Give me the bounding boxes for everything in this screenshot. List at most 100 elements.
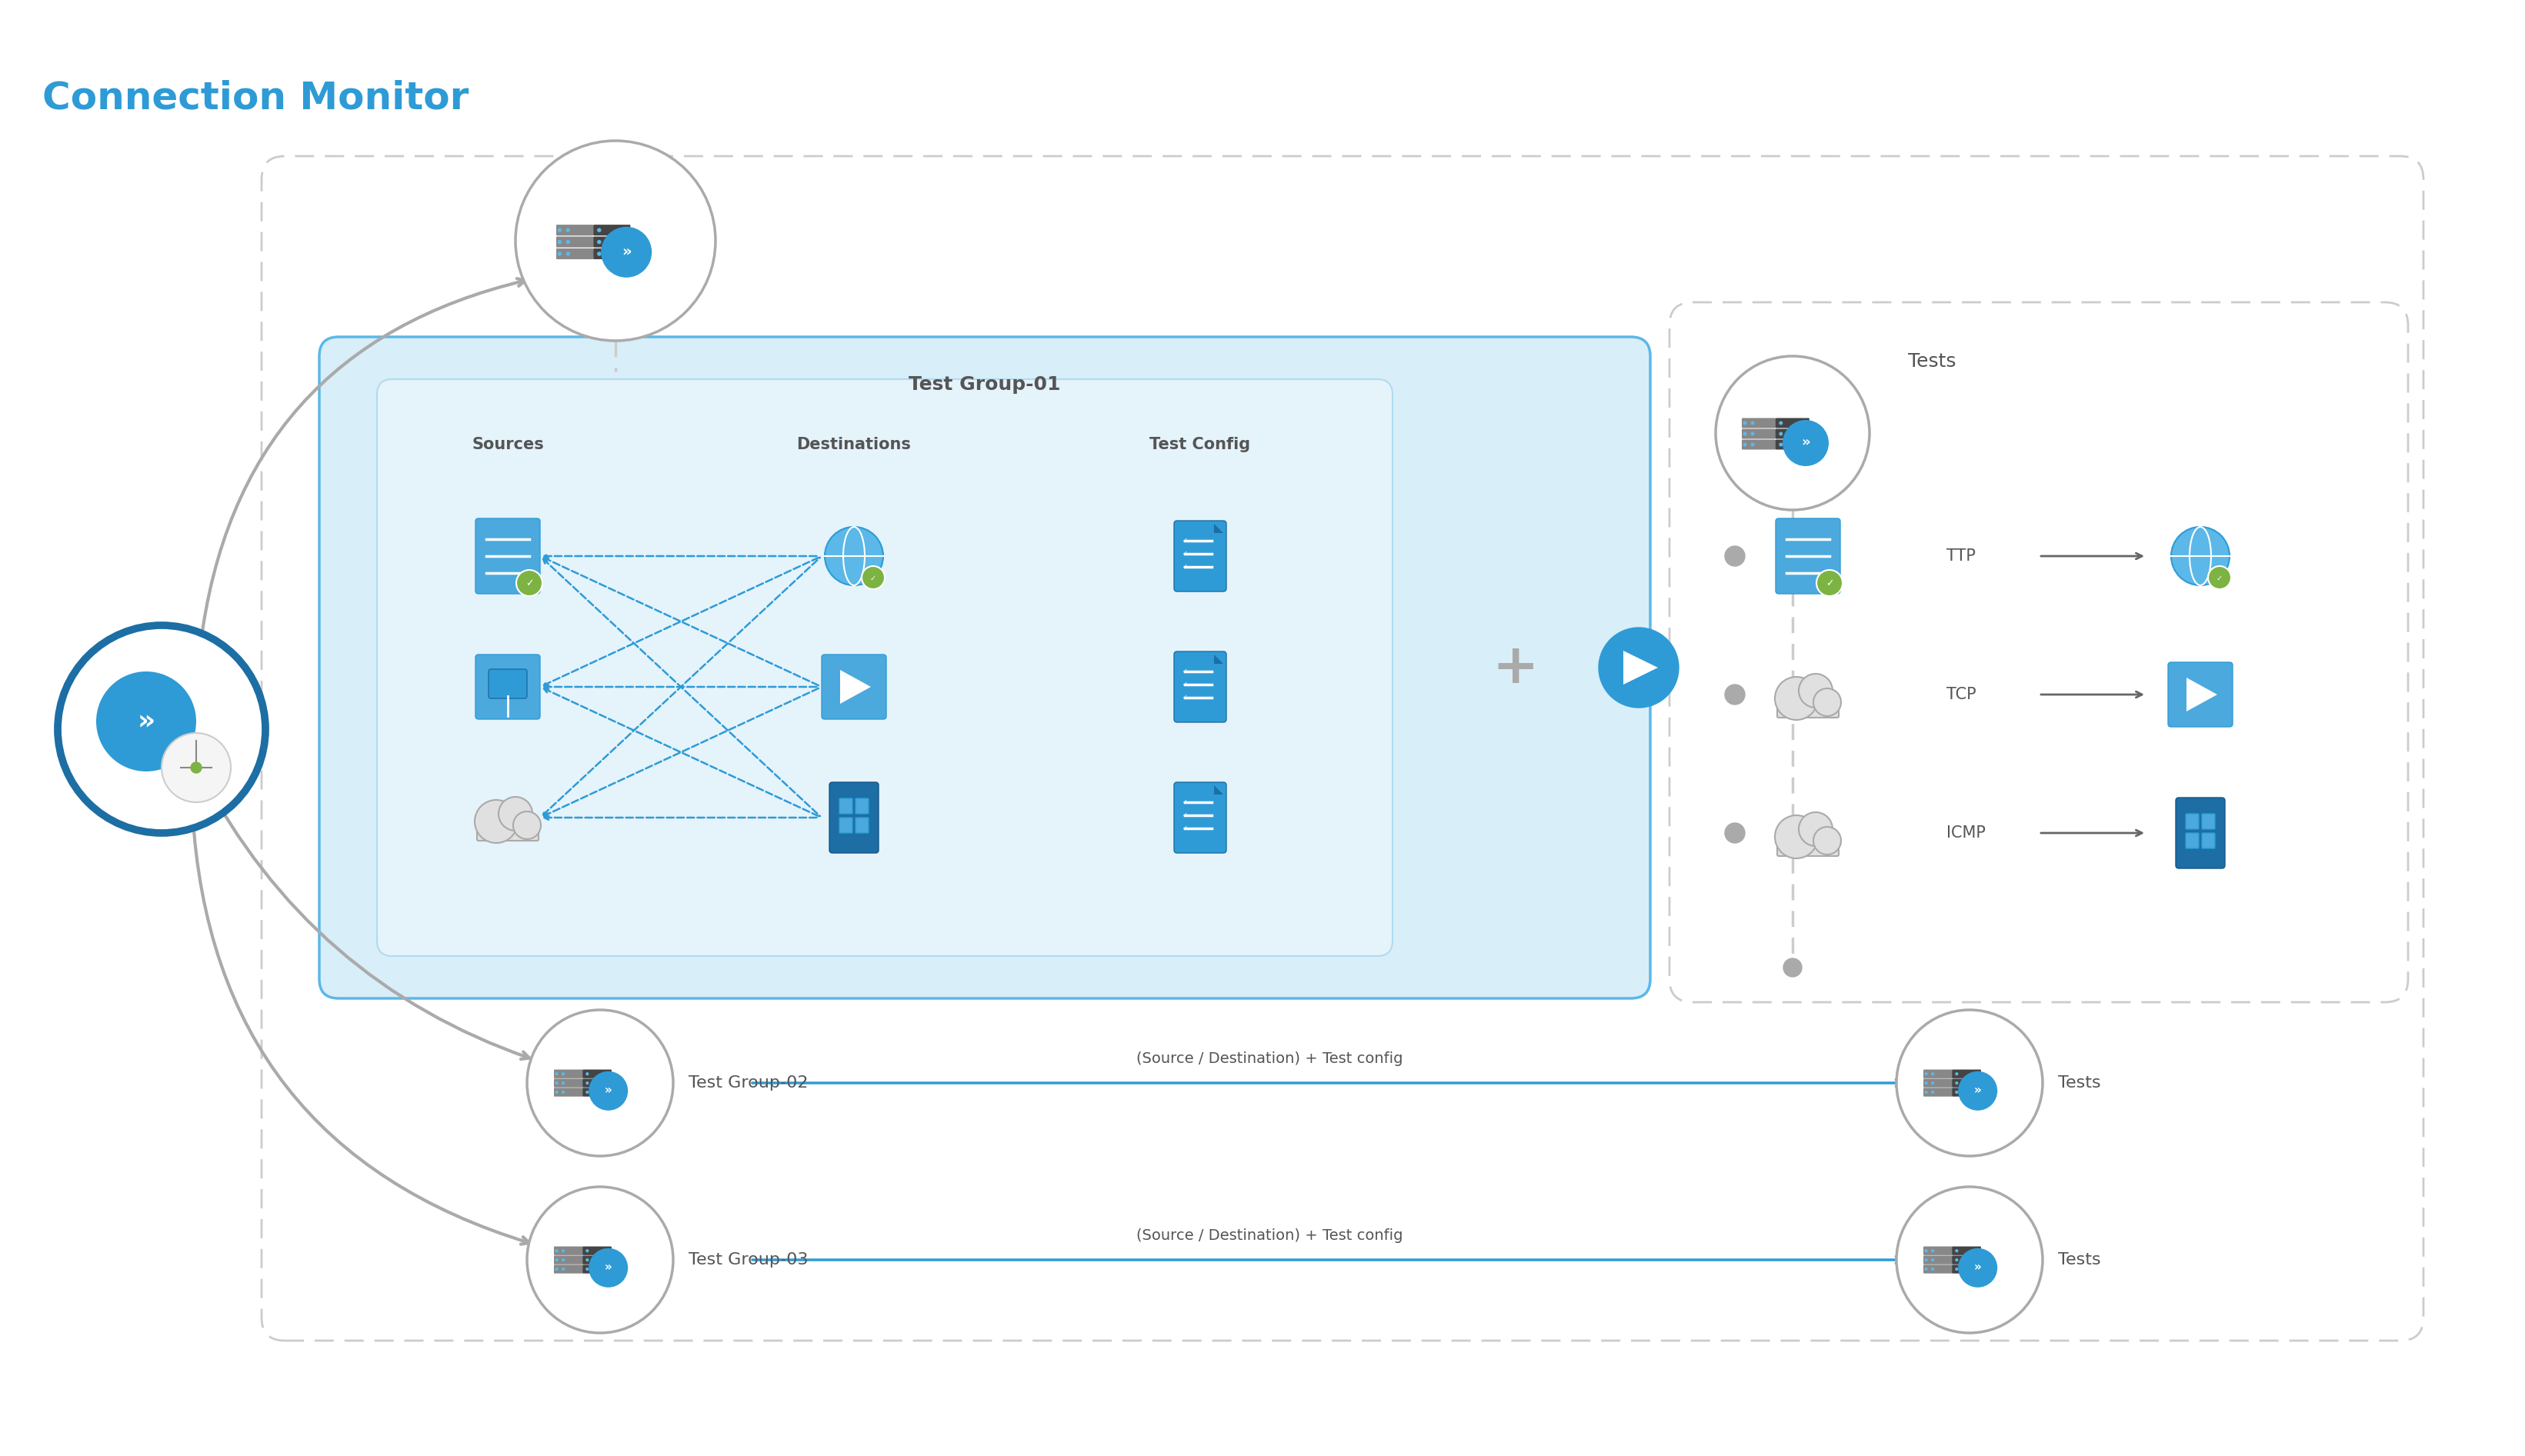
Text: TCP: TCP — [1947, 687, 1977, 702]
Text: »: » — [1975, 1261, 1982, 1273]
Text: »: » — [136, 709, 154, 734]
Circle shape — [1775, 815, 1818, 859]
Polygon shape — [2187, 677, 2217, 712]
Circle shape — [1815, 569, 1843, 596]
Circle shape — [561, 1268, 566, 1271]
FancyBboxPatch shape — [1778, 836, 1838, 856]
Text: ✓: ✓ — [1182, 811, 1187, 818]
Circle shape — [1750, 432, 1755, 435]
Text: Tests: Tests — [2058, 1076, 2101, 1091]
Circle shape — [558, 252, 561, 256]
FancyBboxPatch shape — [1174, 782, 1227, 853]
Circle shape — [1932, 1082, 1934, 1085]
Circle shape — [2207, 566, 2232, 590]
FancyBboxPatch shape — [593, 236, 631, 248]
FancyBboxPatch shape — [583, 1088, 611, 1096]
FancyBboxPatch shape — [263, 156, 2424, 1341]
FancyArrowPatch shape — [752, 1257, 1904, 1264]
FancyBboxPatch shape — [583, 1070, 611, 1079]
Circle shape — [1932, 1091, 1934, 1093]
Circle shape — [1924, 1258, 1927, 1261]
FancyBboxPatch shape — [1952, 1070, 1982, 1079]
FancyBboxPatch shape — [1924, 1079, 1952, 1088]
Circle shape — [1780, 432, 1783, 435]
Text: »: » — [1975, 1085, 1982, 1096]
Circle shape — [1924, 1072, 1927, 1076]
Circle shape — [1959, 1248, 1997, 1287]
FancyArrowPatch shape — [202, 773, 530, 1059]
FancyBboxPatch shape — [1742, 440, 1775, 450]
FancyBboxPatch shape — [2202, 833, 2214, 849]
Circle shape — [561, 1072, 566, 1076]
FancyBboxPatch shape — [475, 655, 540, 719]
Circle shape — [561, 1082, 566, 1085]
Circle shape — [528, 1187, 674, 1332]
FancyBboxPatch shape — [838, 798, 853, 814]
FancyBboxPatch shape — [1775, 518, 1841, 594]
FancyArrowPatch shape — [545, 684, 821, 689]
FancyBboxPatch shape — [838, 818, 853, 833]
Circle shape — [558, 229, 561, 233]
FancyBboxPatch shape — [553, 1265, 583, 1274]
FancyArrowPatch shape — [2040, 830, 2141, 836]
FancyBboxPatch shape — [2187, 833, 2199, 849]
Circle shape — [1714, 357, 1868, 510]
Circle shape — [1725, 684, 1745, 705]
FancyBboxPatch shape — [553, 1079, 583, 1088]
Circle shape — [162, 732, 230, 802]
FancyBboxPatch shape — [553, 1246, 583, 1255]
FancyBboxPatch shape — [1174, 651, 1227, 722]
Text: ✓: ✓ — [871, 575, 876, 582]
Circle shape — [1896, 1187, 2043, 1332]
Circle shape — [515, 141, 715, 341]
FancyBboxPatch shape — [1775, 418, 1810, 428]
Circle shape — [475, 799, 518, 843]
Circle shape — [513, 811, 540, 839]
Text: Test Config: Test Config — [1149, 437, 1250, 453]
Circle shape — [596, 229, 601, 233]
Circle shape — [1725, 546, 1745, 566]
Circle shape — [1750, 443, 1755, 447]
Text: Destinations: Destinations — [798, 437, 912, 453]
FancyBboxPatch shape — [475, 518, 540, 594]
FancyBboxPatch shape — [1952, 1255, 1982, 1264]
FancyArrowPatch shape — [543, 689, 821, 817]
Circle shape — [566, 229, 571, 233]
FancyBboxPatch shape — [2177, 798, 2225, 868]
FancyBboxPatch shape — [1775, 440, 1810, 450]
Text: »: » — [603, 1261, 611, 1273]
Circle shape — [1742, 443, 1747, 447]
Circle shape — [1775, 677, 1818, 719]
Circle shape — [566, 252, 571, 256]
FancyArrowPatch shape — [545, 815, 821, 820]
Circle shape — [556, 1268, 558, 1271]
FancyArrowPatch shape — [543, 558, 821, 686]
FancyArrowPatch shape — [192, 812, 530, 1245]
Circle shape — [1924, 1082, 1927, 1085]
Circle shape — [826, 527, 884, 585]
FancyBboxPatch shape — [2202, 814, 2214, 828]
FancyArrowPatch shape — [2040, 692, 2141, 697]
Polygon shape — [1215, 655, 1222, 664]
FancyBboxPatch shape — [1924, 1088, 1952, 1096]
Circle shape — [1924, 1249, 1927, 1252]
FancyBboxPatch shape — [1778, 697, 1838, 718]
Circle shape — [561, 1258, 566, 1261]
FancyArrowPatch shape — [543, 558, 821, 815]
Circle shape — [561, 1249, 566, 1252]
Circle shape — [1813, 827, 1841, 855]
FancyBboxPatch shape — [556, 236, 593, 248]
Text: ✓: ✓ — [1182, 536, 1187, 543]
Circle shape — [497, 796, 533, 831]
Circle shape — [1798, 674, 1833, 708]
Circle shape — [1959, 1072, 1997, 1111]
Text: Sources: Sources — [472, 437, 543, 453]
Circle shape — [596, 252, 601, 256]
FancyBboxPatch shape — [1669, 303, 2409, 1002]
FancyBboxPatch shape — [1174, 521, 1227, 591]
Text: TTP: TTP — [1947, 549, 1975, 563]
Circle shape — [2172, 527, 2230, 585]
Circle shape — [1954, 1082, 1959, 1085]
Circle shape — [586, 1082, 588, 1085]
Text: Test Group-02: Test Group-02 — [689, 1076, 808, 1091]
